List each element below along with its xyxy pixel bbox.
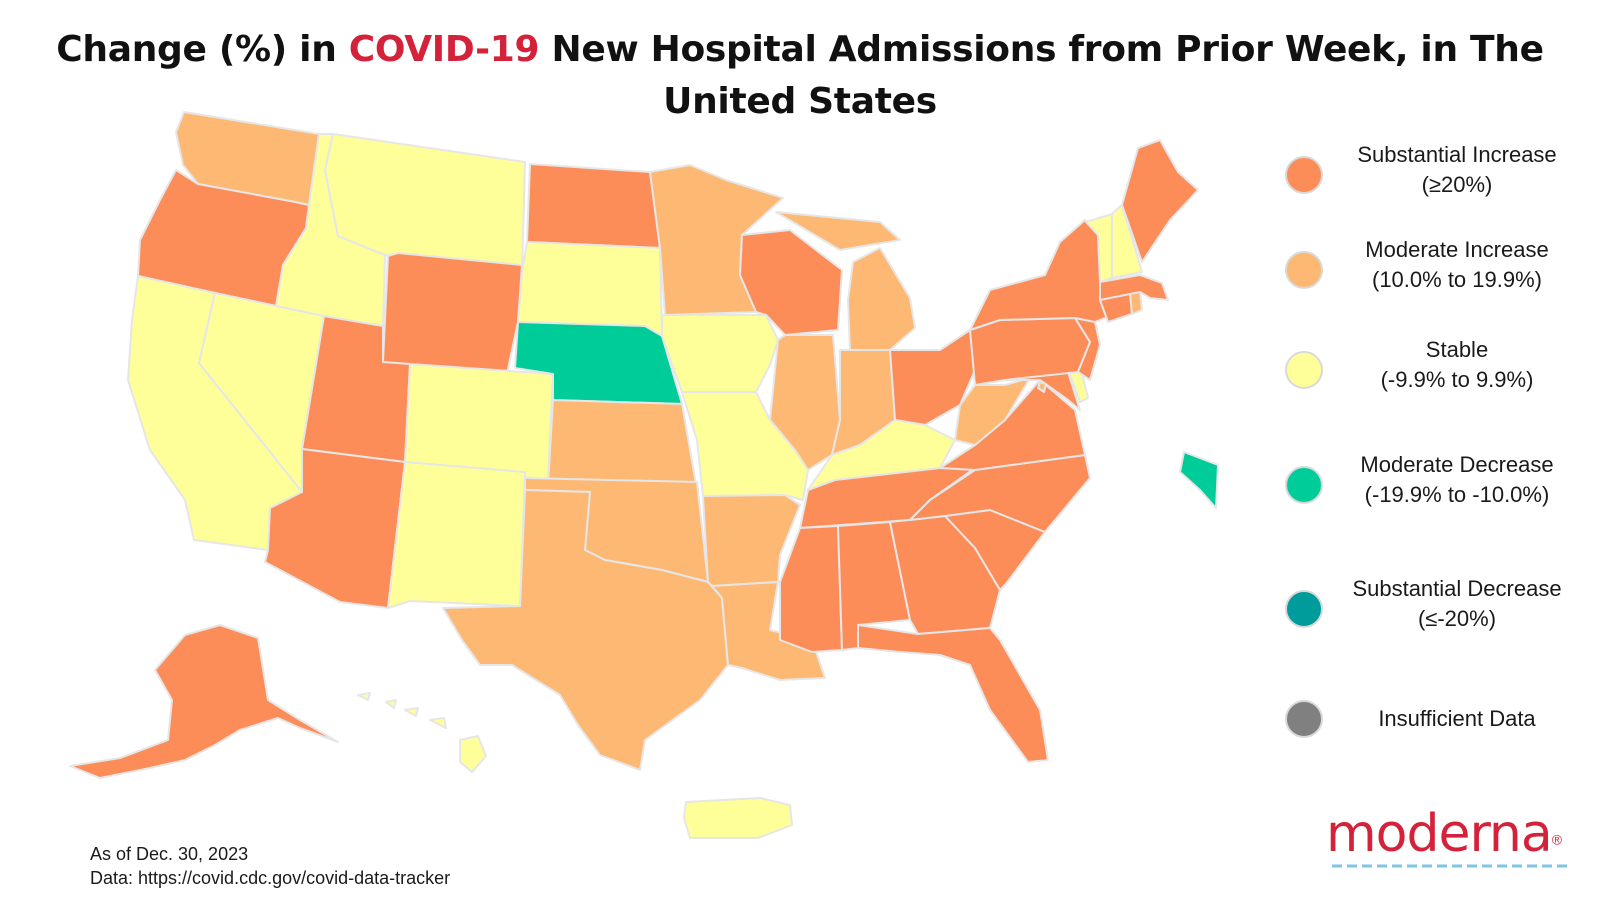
title-highlight: COVID-19 bbox=[348, 29, 540, 70]
as-of-date: As of Dec. 30, 2023 bbox=[90, 844, 249, 864]
legend-dot-insufficient-data bbox=[1285, 700, 1323, 738]
state-AR bbox=[702, 494, 801, 587]
data-source: Data: https://covid.cdc.gov/covid-data-t… bbox=[90, 868, 451, 888]
legend-label-stable: Stable (-9.9% to 9.9%) bbox=[1380, 337, 1534, 392]
legend-dot-moderate-increase bbox=[1285, 251, 1323, 289]
state-RI bbox=[1129, 291, 1143, 315]
state-NM bbox=[387, 461, 526, 609]
moderna-logo: moderna® bbox=[1326, 806, 1576, 876]
legend-dot-substantial-increase bbox=[1285, 156, 1323, 194]
state-MA bbox=[1099, 274, 1169, 301]
legend-dot-stable bbox=[1285, 351, 1323, 389]
state-IL bbox=[769, 334, 841, 471]
legend-item-substantial-increase: Substantial Increase (≥20%) bbox=[1285, 140, 1585, 210]
legend-item-moderate-increase: Moderate Increase (10.0% to 19.9%) bbox=[1285, 235, 1585, 305]
legend-item-insufficient-data: Insufficient Data bbox=[1285, 700, 1585, 770]
map-title: Change (%) in COVID-19 New Hospital Admi… bbox=[40, 24, 1560, 128]
state-CO bbox=[404, 363, 554, 481]
state-HI bbox=[357, 692, 487, 773]
legend-item-substantial-decrease: Substantial Decrease (≤-20%) bbox=[1285, 574, 1585, 644]
territory-PR bbox=[683, 797, 793, 839]
legend-item-stable: Stable (-9.9% to 9.9%) bbox=[1285, 335, 1585, 405]
legend-item-moderate-decrease: Moderate Decrease (-19.9% to -10.0%) bbox=[1285, 450, 1585, 520]
state-DC bbox=[1037, 381, 1047, 393]
title-part-1: Change (%) in bbox=[56, 29, 349, 70]
legend-dot-moderate-decrease bbox=[1285, 466, 1323, 504]
territory-GU bbox=[1179, 451, 1219, 509]
state-ME bbox=[1121, 139, 1199, 263]
state-NH bbox=[1111, 204, 1143, 279]
state-TX bbox=[442, 489, 729, 771]
logo-underline bbox=[1332, 864, 1572, 868]
state-WY bbox=[382, 252, 523, 379]
state-LA bbox=[711, 581, 826, 681]
legend-dot-substantial-decrease bbox=[1285, 590, 1323, 628]
legend-label-substantial-decrease: Substantial Decrease (≤-20%) bbox=[1352, 576, 1562, 631]
logo-wordmark: moderna bbox=[1326, 804, 1553, 864]
state-AK bbox=[69, 624, 339, 779]
title-part-2: New Hospital Admissions from Prior Week,… bbox=[539, 29, 1545, 122]
legend-label-insufficient-data: Insufficient Data bbox=[1378, 706, 1536, 731]
footnote: As of Dec. 30, 2023 Data: https://covid.… bbox=[90, 842, 450, 890]
state-MS bbox=[779, 525, 843, 653]
state-KS bbox=[547, 399, 698, 491]
state-IA bbox=[661, 314, 779, 393]
legend-label-moderate-decrease: Moderate Decrease (-19.9% to -10.0%) bbox=[1360, 452, 1554, 507]
registered-mark: ® bbox=[1551, 831, 1563, 848]
legend-label-moderate-increase: Moderate Increase (10.0% to 19.9%) bbox=[1365, 237, 1549, 292]
state-MT bbox=[324, 133, 526, 274]
legend-label-substantial-increase: Substantial Increase (≥20%) bbox=[1357, 142, 1557, 197]
state-VT bbox=[1085, 213, 1113, 283]
state-MO bbox=[681, 391, 809, 501]
state-ND bbox=[526, 163, 661, 249]
state-FL bbox=[857, 624, 1049, 763]
state-MI bbox=[775, 211, 916, 353]
